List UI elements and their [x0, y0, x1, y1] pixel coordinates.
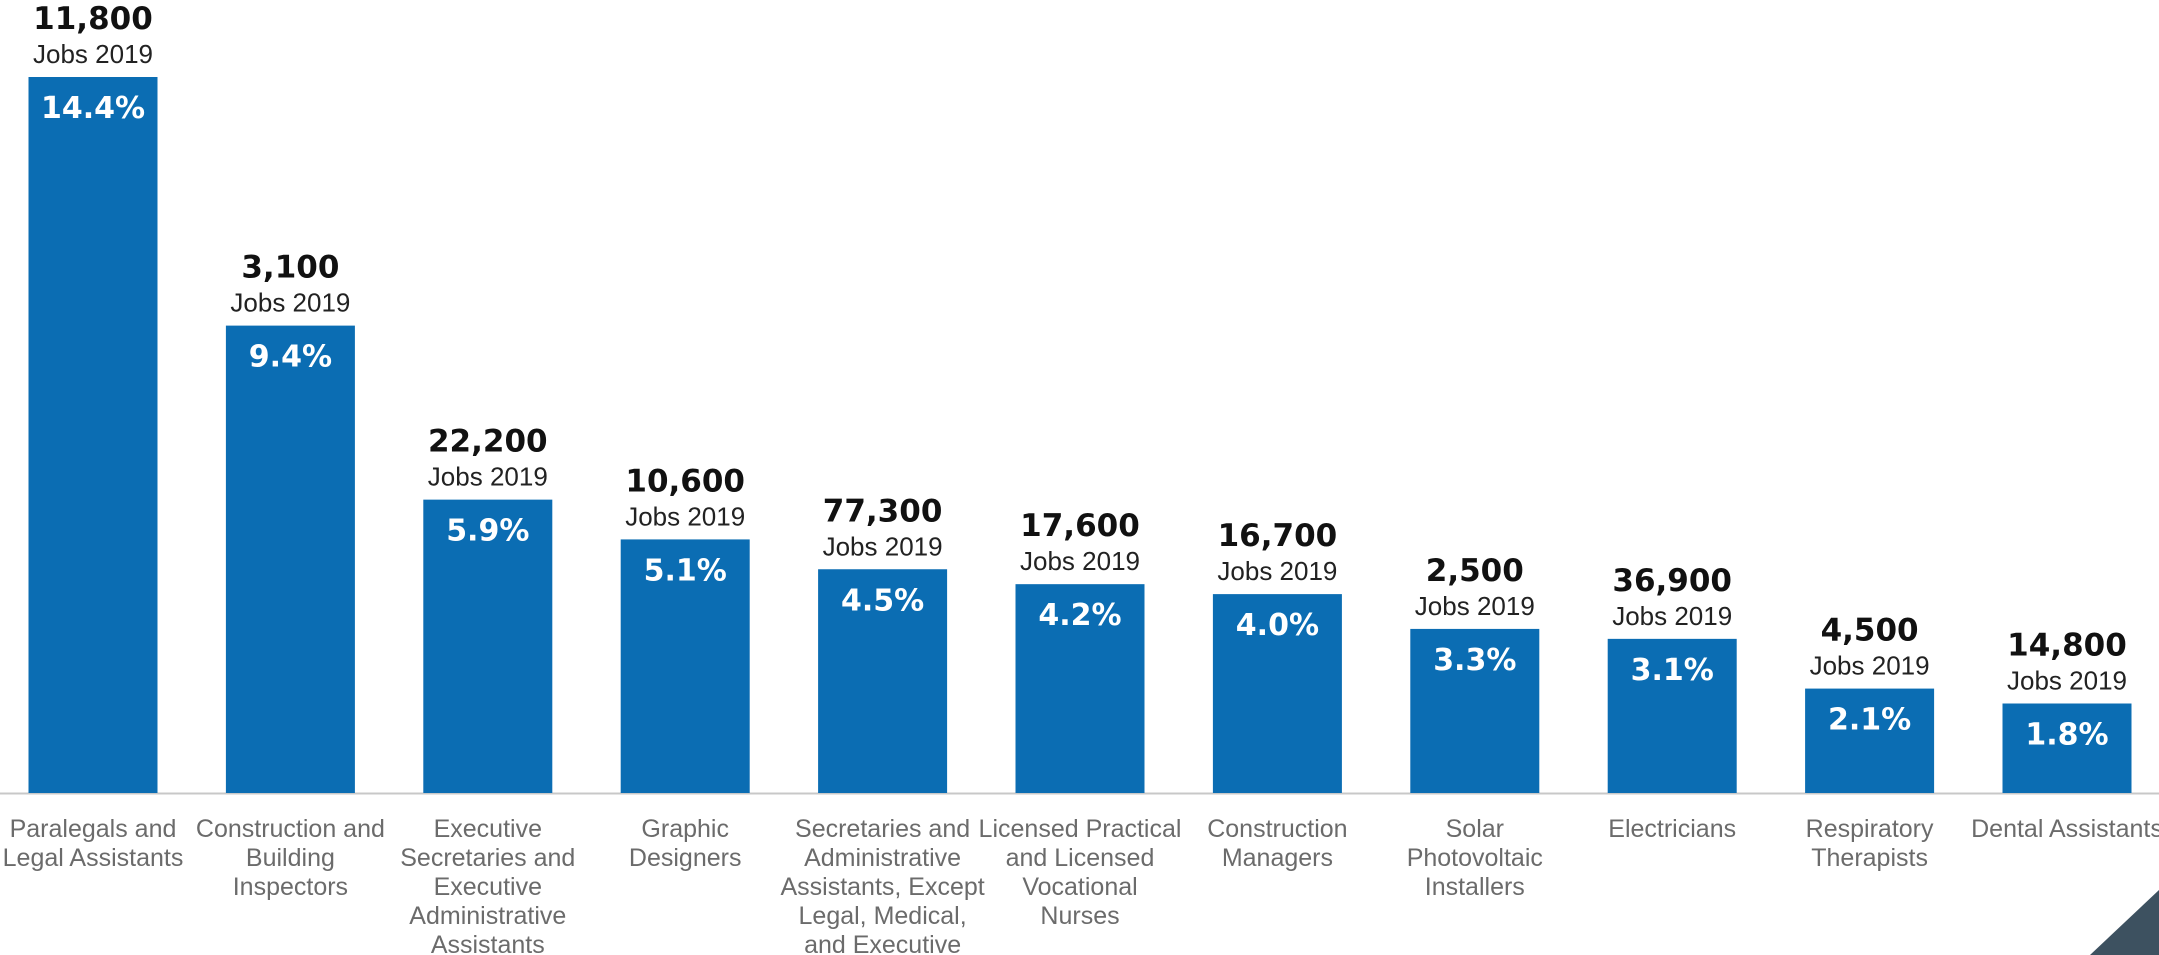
category-label: Paralegals and Legal Assistants — [3, 815, 184, 872]
bar-value-label: 5.9% — [446, 514, 529, 549]
category-label: Licensed Practical and Licensed Vocational… — [979, 815, 1182, 930]
jobs-caption: Jobs 2019 — [33, 39, 153, 69]
category-label-line: Dental Assistants — [1971, 815, 2159, 843]
category-label: Graphic Designers — [629, 815, 742, 872]
category-label-line: Nurses — [1040, 902, 1119, 930]
category-label-line: and Executive — [804, 931, 961, 955]
jobs-count: 36,900 — [1612, 563, 1732, 599]
category-label: Dental Assistants — [1971, 815, 2159, 843]
jobs-caption: Jobs 2019 — [1810, 651, 1930, 681]
category-label-line: Solar — [1446, 815, 1504, 843]
jobs-caption: Jobs 2019 — [2007, 666, 2127, 696]
bar-value-label: 3.1% — [1631, 653, 1714, 688]
corner-accent-decoration — [2090, 890, 2159, 955]
category-label: Solar Photovoltaic Installers — [1407, 815, 1543, 901]
category-label-line: Photovoltaic — [1407, 844, 1543, 872]
category-label-line: Legal, Medical, — [799, 902, 967, 930]
jobs-count: 14,800 — [2007, 628, 2127, 664]
bar-value-label: 4.5% — [841, 583, 924, 618]
category-label-line: Executive — [434, 815, 542, 843]
category-label-line: Respiratory — [1806, 815, 1934, 843]
jobs-count: 10,600 — [625, 463, 745, 499]
jobs-count: 17,600 — [1020, 508, 1140, 544]
category-label-line: Designers — [629, 844, 742, 872]
bar-value-label: 5.1% — [644, 553, 727, 588]
bar — [1410, 628, 1540, 793]
category-label-line: Construction — [1207, 815, 1347, 843]
category-label: Executive Secretaries and Executive Adminis… — [400, 815, 575, 955]
bar-value-label: 2.1% — [1828, 703, 1911, 738]
category-label: Secretaries and Administrative Assistants,… — [780, 815, 984, 955]
bar — [2002, 703, 2132, 793]
jobs-count: 11,800 — [33, 1, 153, 37]
category-label-line: Inspectors — [233, 873, 348, 901]
category-label-line: Building — [246, 844, 335, 872]
jobs-count: 77,300 — [823, 493, 943, 529]
jobs-count: 4,500 — [1821, 613, 1919, 649]
bar — [423, 499, 553, 793]
category-label-line: Executive — [434, 873, 542, 901]
bar — [1212, 594, 1342, 793]
jobs-caption: Jobs 2019 — [823, 531, 943, 561]
bar-value-label: 1.8% — [2025, 718, 2108, 753]
category-label-line: Managers — [1222, 844, 1333, 872]
category-label-line: and Licensed — [1006, 844, 1155, 872]
bar — [1015, 584, 1145, 793]
jobs-caption: Jobs 2019 — [428, 462, 548, 492]
jobs-count: 3,100 — [241, 250, 339, 286]
bar-value-label: 3.3% — [1433, 643, 1516, 678]
category-label-line: Licensed Practical — [979, 815, 1182, 843]
category-label-line: Electricians — [1608, 815, 1736, 843]
category-label-line: Administrative — [804, 844, 961, 872]
category-label-line: Graphic — [641, 815, 729, 843]
category-label-line: Vocational — [1022, 873, 1137, 901]
jobs-caption: Jobs 2019 — [1415, 591, 1535, 621]
category-label: Electricians — [1608, 815, 1736, 843]
jobs-caption: Jobs 2019 — [1612, 601, 1732, 631]
bar-value-label: 14.4% — [41, 91, 145, 126]
category-label: Respiratory Therapists — [1806, 815, 1934, 872]
bar — [1805, 688, 1935, 793]
category-label-line: Assistants — [431, 931, 545, 955]
category-label-line: Secretaries and — [795, 815, 970, 843]
category-label-line: Installers — [1425, 873, 1525, 901]
jobs-caption: Jobs 2019 — [1020, 546, 1140, 576]
category-label: Construction Managers — [1207, 815, 1347, 872]
jobs-count: 16,700 — [1218, 518, 1338, 554]
category-label-line: Paralegals and — [10, 815, 177, 843]
category-label-line: Therapists — [1811, 844, 1928, 872]
category-label-line: Assistants, Except — [780, 873, 984, 901]
category-label-line: Secretaries and — [400, 844, 575, 872]
bar-value-label: 4.2% — [1038, 598, 1121, 633]
bar — [818, 569, 948, 793]
jobs-caption: Jobs 2019 — [625, 501, 745, 531]
jobs-count: 2,500 — [1426, 553, 1524, 589]
bar — [620, 539, 750, 793]
jobs-caption: Jobs 2019 — [1217, 556, 1337, 586]
category-label: Construction and Building Inspectors — [196, 815, 385, 901]
category-label-line: Construction and — [196, 815, 385, 843]
category-label-line: Administrative — [409, 902, 566, 930]
jobs-count: 22,200 — [428, 424, 548, 460]
bar-value-label: 9.4% — [249, 340, 332, 375]
category-label-line: Legal Assistants — [3, 844, 184, 872]
bar-value-label: 4.0% — [1236, 608, 1319, 643]
bar — [1607, 638, 1737, 793]
bar — [28, 77, 158, 793]
jobs-caption: Jobs 2019 — [230, 288, 350, 318]
bar — [225, 325, 355, 793]
